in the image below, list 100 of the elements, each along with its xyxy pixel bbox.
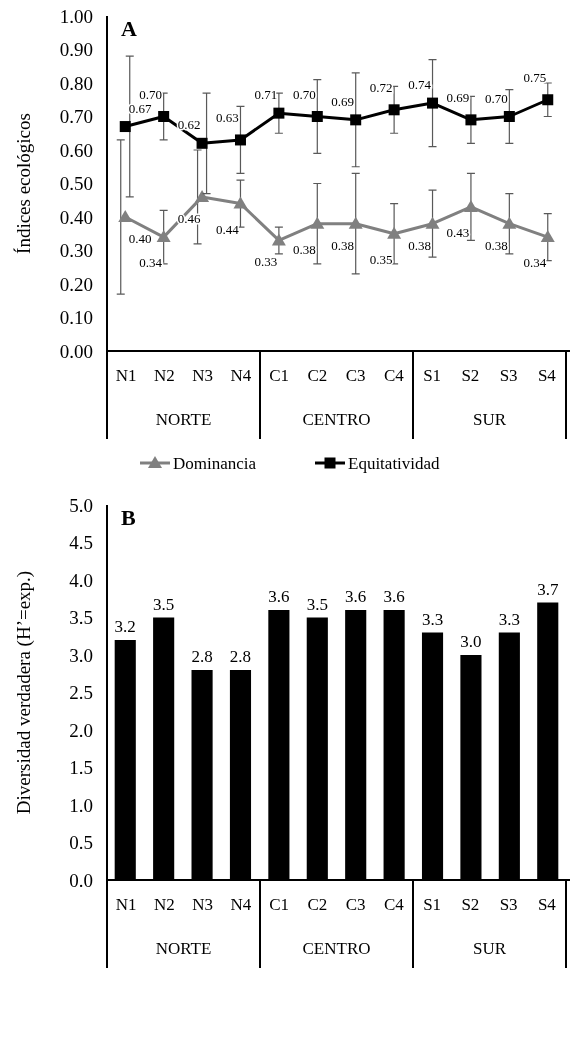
x-tick-label: C4	[383, 365, 405, 385]
data-label: 0.70	[484, 90, 508, 106]
legend-label: Equitatividad	[348, 453, 441, 473]
data-label: 0.75	[523, 69, 547, 85]
x-tick-label: C3	[345, 894, 366, 914]
x-tick-label: C2	[307, 365, 328, 385]
y-tick-label: 0.60	[59, 139, 93, 161]
y-tick-label: 0.90	[59, 39, 93, 61]
point	[271, 233, 286, 246]
text: CENTRO	[302, 938, 371, 958]
point	[465, 114, 477, 126]
point	[387, 226, 402, 239]
data-label: 0.33	[254, 254, 278, 270]
x-tick-label: S1	[423, 894, 442, 914]
x-tick-label: C1	[269, 365, 290, 385]
data-label: 3.2	[114, 617, 136, 636]
point	[350, 114, 362, 126]
point	[195, 189, 210, 202]
y-tick-label: 0.70	[59, 106, 93, 128]
x-tick-label: S2	[461, 365, 480, 385]
data-label: 0.34	[139, 255, 163, 271]
y-tick-label: 0.10	[59, 307, 93, 329]
data-label: 0.69	[446, 89, 470, 105]
y-tick-label: 4.5	[69, 532, 93, 554]
x-tick-label: N4	[230, 894, 252, 914]
data-label: 3.6	[345, 587, 367, 606]
data-label: 0.69	[331, 93, 355, 109]
data-label: 3.7	[537, 579, 559, 599]
data-label: 0.34	[523, 255, 547, 271]
data-label: 3.3	[421, 609, 444, 629]
y-axis-title: Índices ecológicos	[13, 113, 34, 254]
y-tick-label: 0.20	[59, 273, 93, 295]
y-tick-label: 1.5	[69, 757, 93, 779]
point	[503, 111, 515, 122]
x-tick-label: S3	[499, 894, 518, 914]
data-label: 3.5	[153, 594, 175, 614]
y-tick-label: 0.50	[59, 173, 93, 195]
text: SUR	[472, 409, 507, 429]
y-tick-label: 4.0	[69, 569, 93, 591]
x-tick-label: C2	[307, 894, 328, 914]
data-label: 3.6	[383, 587, 405, 606]
data-label: 0.38	[331, 237, 355, 253]
x-tick-label: S4	[537, 894, 557, 914]
y-tick-label: 3.5	[69, 607, 93, 629]
chart-title: B	[121, 505, 136, 530]
x-tick-label: S1	[423, 365, 442, 385]
x-tick-label: N3	[192, 365, 214, 385]
data-label: 3.3	[498, 609, 520, 629]
point	[234, 134, 246, 146]
point	[463, 199, 478, 212]
point	[233, 196, 248, 209]
x-tick-label: S2	[461, 894, 480, 914]
data-label: 0.38	[292, 241, 316, 257]
point	[425, 216, 440, 229]
point	[502, 216, 517, 229]
y-tick-label: 0.00	[59, 340, 93, 362]
y-tick-label: 1.00	[59, 5, 93, 27]
y-tick-label: 5.0	[69, 494, 93, 516]
y-tick-label: 1.0	[69, 794, 93, 816]
x-tick-label: C4	[383, 894, 405, 914]
data-label: 3.5	[306, 594, 328, 614]
data-label: 0.40	[128, 231, 152, 246]
point	[118, 210, 133, 222]
point	[156, 230, 171, 243]
x-tick-label: N2	[153, 365, 175, 385]
data-label: 0.70	[139, 86, 163, 102]
x-tick-label: N3	[192, 894, 214, 914]
point	[196, 137, 208, 149]
data-label: 0.35	[369, 251, 393, 267]
data-label: 0.72	[369, 79, 393, 95]
data-label: 2.8	[229, 647, 252, 666]
data-label: 0.38	[484, 237, 508, 253]
x-tick-label: C3	[345, 365, 366, 385]
point	[311, 111, 323, 122]
data-label: 0.71	[254, 87, 278, 103]
y-tick-label: 0.30	[59, 240, 93, 262]
data-label: 0.63	[216, 109, 239, 125]
point	[427, 97, 439, 109]
y-tick-label: 0.40	[59, 206, 93, 228]
data-label: 0.62	[177, 117, 201, 133]
text: CENTRO	[302, 409, 371, 429]
text: NORTE	[155, 938, 212, 958]
point	[273, 107, 285, 119]
data-label: 0.74	[408, 77, 432, 93]
x-tick-label: N2	[153, 894, 175, 914]
data-label: 0.44	[216, 221, 240, 237]
point	[158, 111, 170, 122]
point	[542, 94, 554, 106]
data-label: 2.8	[191, 647, 213, 666]
data-label: 0.43	[446, 224, 470, 240]
data-label: 0.38	[408, 237, 431, 253]
y-tick-label: 2.5	[69, 682, 93, 704]
x-tick-label: N4	[230, 365, 252, 385]
text: SUR	[472, 938, 507, 958]
text: NORTE	[155, 409, 212, 429]
y-tick-label: 0.0	[69, 869, 93, 891]
data-label: 3.6	[268, 587, 290, 606]
data-label: 0.70	[292, 86, 316, 102]
y-tick-label: 3.0	[69, 644, 93, 666]
x-tick-label: N1	[115, 365, 137, 385]
